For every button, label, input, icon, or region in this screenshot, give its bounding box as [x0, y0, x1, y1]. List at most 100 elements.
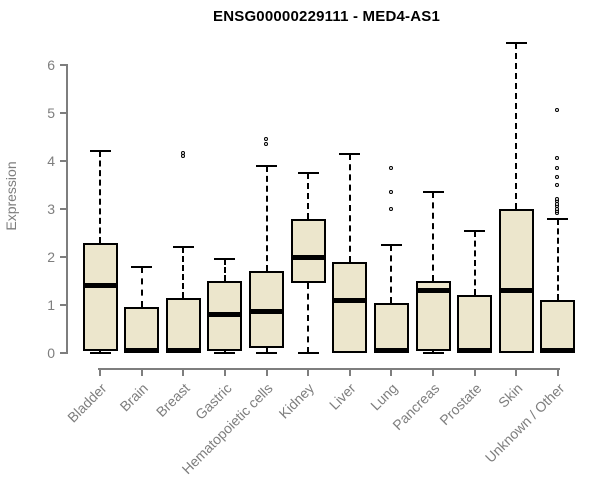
- median-line: [373, 348, 409, 354]
- y-tick-label: 6: [47, 57, 55, 73]
- y-tick: [60, 256, 66, 258]
- outlier-point: [555, 196, 560, 201]
- x-category-label-text: Unknown / Other: [481, 380, 568, 466]
- upper-whisker: [265, 165, 268, 272]
- upper-whisker: [390, 245, 393, 303]
- upper-whisker-cap: [297, 172, 319, 174]
- median-line: [498, 288, 534, 294]
- box: [165, 297, 201, 353]
- x-tick: [432, 370, 435, 376]
- median-line: [249, 308, 285, 314]
- box: [82, 242, 118, 351]
- y-tick: [60, 208, 66, 210]
- y-tick: [60, 112, 66, 114]
- lower-whisker: [223, 350, 226, 353]
- upper-whisker-cap: [214, 258, 236, 261]
- y-tick-label: 5: [47, 105, 55, 121]
- upper-whisker: [473, 230, 476, 296]
- upper-whisker: [99, 151, 101, 243]
- upper-whisker-cap: [339, 152, 361, 155]
- upper-whisker-cap: [172, 246, 194, 249]
- outlier-point: [555, 165, 560, 170]
- upper-whisker-cap: [131, 265, 153, 268]
- box: [332, 261, 368, 353]
- x-axis-line: [98, 368, 560, 370]
- lower-whisker-cap: [89, 352, 111, 354]
- upper-whisker: [432, 192, 435, 281]
- x-tick: [348, 370, 351, 376]
- lower-whisker-cap: [422, 352, 444, 354]
- upper-whisker: [307, 173, 310, 219]
- y-tick-label: 0: [47, 345, 55, 361]
- lower-whisker: [432, 350, 435, 353]
- lower-whisker: [307, 283, 310, 353]
- x-tick: [556, 370, 559, 376]
- upper-whisker-cap: [89, 150, 111, 153]
- upper-whisker: [223, 259, 226, 281]
- outlier-point: [555, 108, 560, 113]
- median-line: [540, 348, 576, 354]
- upper-whisker: [140, 266, 143, 308]
- lower-whisker-cap: [297, 352, 319, 354]
- outlier-point: [555, 175, 560, 180]
- outlier-point: [388, 189, 393, 194]
- box: [498, 209, 534, 353]
- x-tick: [223, 370, 226, 376]
- box: [540, 300, 576, 353]
- outlier-point: [388, 206, 393, 211]
- upper-whisker-cap: [256, 164, 278, 167]
- chart-title: ENSG00000229111 - MED4-AS1: [213, 8, 440, 25]
- median-line: [124, 348, 160, 354]
- median-line: [415, 288, 451, 294]
- median-line: [207, 312, 243, 318]
- upper-whisker: [182, 247, 185, 298]
- x-tick: [182, 370, 185, 376]
- outlier-point: [555, 156, 560, 161]
- box: [124, 307, 160, 353]
- y-tick: [60, 352, 66, 354]
- lower-whisker-cap: [256, 352, 278, 354]
- median-line: [457, 348, 493, 354]
- x-tick: [473, 370, 476, 376]
- upper-whisker: [556, 218, 559, 301]
- median-line: [82, 283, 118, 289]
- y-tick-label: 2: [47, 249, 55, 265]
- box: [373, 302, 409, 353]
- lower-whisker-cap: [214, 352, 236, 354]
- outlier-point: [264, 136, 269, 141]
- box: [457, 295, 493, 353]
- x-tick: [265, 370, 268, 376]
- upper-whisker-cap: [505, 42, 527, 45]
- upper-whisker-cap: [464, 229, 486, 232]
- outlier-point: [180, 151, 185, 156]
- x-tick: [307, 370, 310, 376]
- outlier-point: [264, 141, 269, 146]
- y-axis-line: [66, 64, 68, 354]
- x-tick: [390, 370, 393, 376]
- median-line: [290, 254, 326, 260]
- lower-whisker: [265, 348, 268, 353]
- y-tick: [60, 64, 66, 66]
- y-tick-label: 1: [47, 297, 55, 313]
- box: [290, 218, 326, 284]
- y-tick: [60, 304, 66, 306]
- lower-whisker: [99, 350, 101, 353]
- upper-whisker-cap: [380, 244, 402, 246]
- y-tick-label: 4: [47, 153, 55, 169]
- upper-whisker-cap: [422, 191, 444, 194]
- x-tick: [140, 370, 143, 376]
- x-tick: [515, 370, 518, 376]
- median-line: [332, 297, 368, 303]
- outlier-point: [555, 182, 560, 187]
- upper-whisker-cap: [547, 217, 569, 220]
- y-tick-label: 3: [47, 201, 55, 217]
- y-tick: [60, 160, 66, 162]
- x-category-label: Unknown / Other: [406, 380, 568, 466]
- upper-whisker: [348, 153, 351, 262]
- outlier-point: [388, 165, 393, 170]
- median-line: [165, 348, 201, 354]
- x-tick: [99, 370, 101, 376]
- upper-whisker: [515, 43, 518, 209]
